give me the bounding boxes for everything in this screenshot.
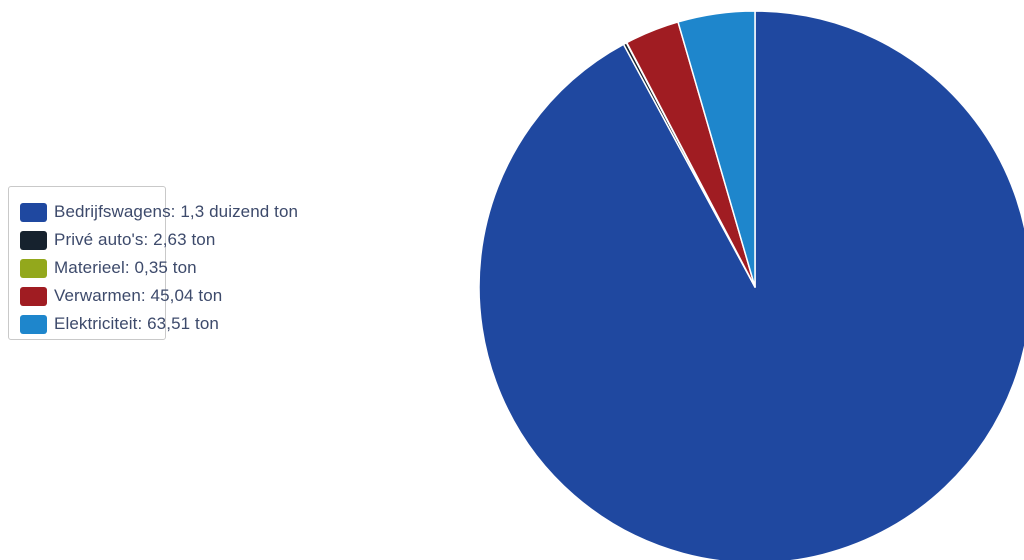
legend-label: Verwarmen: 45,04 ton [54, 286, 223, 305]
legend-swatch [20, 286, 47, 306]
legend-label: Elektriciteit: 63,51 ton [54, 314, 219, 333]
legend-swatch [20, 230, 47, 250]
legend-item[interactable]: Bedrijfswagens: 1,3 duizend ton [20, 198, 298, 226]
pie-slices [478, 10, 1024, 560]
legend-item[interactable]: Verwarmen: 45,04 ton [20, 282, 298, 310]
legend-item[interactable]: Materieel: 0,35 ton [20, 254, 298, 282]
legend-label: Materieel: 0,35 ton [54, 258, 197, 277]
legend-swatch [20, 314, 47, 334]
chart-legend: Bedrijfswagens: 1,3 duizend ton Privé aut… [8, 186, 298, 340]
legend-swatch [20, 202, 47, 222]
legend-item[interactable]: Elektriciteit: 63,51 ton [20, 310, 298, 338]
legend-label: Bedrijfswagens: 1,3 duizend ton [54, 202, 299, 221]
pie-slice[interactable] [478, 10, 1024, 560]
legend-list: Bedrijfswagens: 1,3 duizend ton Privé aut… [20, 198, 298, 338]
pie-slice[interactable] [677, 10, 756, 288]
legend-swatch [20, 258, 47, 278]
legend-label: Privé auto's: 2,63 ton [54, 230, 216, 249]
legend-item[interactable]: Privé auto's: 2,63 ton [20, 226, 298, 254]
